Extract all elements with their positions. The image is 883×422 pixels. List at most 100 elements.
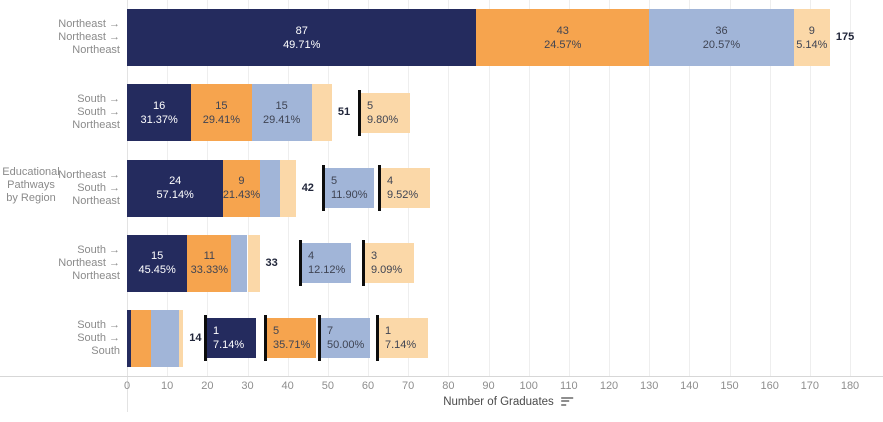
segment-percent: 29.41%: [202, 113, 241, 126]
callout-value: 5: [331, 175, 338, 187]
callout-value: 1: [213, 325, 220, 338]
segment-percent: 31.37%: [140, 113, 178, 126]
bar-segment-orange[interactable]: 15 29.41%: [191, 84, 252, 142]
gridline: [568, 0, 570, 376]
callout-value: 5: [367, 99, 374, 112]
x-axis-title-group: Number of Graduates: [443, 396, 573, 408]
callout-blue[interactable]: 7 50.00%: [321, 318, 370, 359]
x-tick-label: 30: [241, 380, 254, 392]
x-tick-label: 90: [482, 380, 495, 392]
bar-segment-orange[interactable]: 11 33.33%: [187, 234, 232, 292]
bar-segment-navy[interactable]: 87 49.71%: [127, 9, 477, 67]
row-label-line: South →: [77, 318, 120, 331]
gridline: [689, 0, 691, 376]
callout-tick-line: [376, 315, 379, 362]
x-tick-label: 170: [800, 380, 820, 392]
callout-percent: 12.12%: [308, 264, 346, 277]
gridline: [528, 0, 530, 376]
callout-tick-line: [358, 89, 361, 136]
callout-peach[interactable]: 1 7.14%: [379, 318, 428, 359]
callout-navy[interactable]: 1 7.14%: [207, 318, 256, 359]
x-tick-label: 60: [361, 380, 375, 392]
x-tick-label: 50: [321, 380, 334, 392]
segment-percent: 45.45%: [138, 264, 176, 277]
total-label: 42: [301, 181, 314, 194]
total-label: 175: [835, 31, 855, 44]
callout-blue[interactable]: 4 12.12%: [302, 243, 351, 284]
x-tick-label: 40: [281, 380, 294, 392]
x-axis-title[interactable]: Number of Graduates: [443, 396, 554, 408]
x-tick-label: 160: [760, 380, 779, 392]
segment-value: 87: [295, 24, 308, 37]
segment-label: 24 57.14%: [127, 160, 223, 217]
bar-segment-peach[interactable]: [279, 159, 296, 217]
segment-percent: 57.14%: [156, 189, 194, 201]
bar-segment-blue[interactable]: [151, 309, 180, 367]
sort-icon[interactable]: [560, 396, 573, 408]
row-label-line: South →: [77, 93, 120, 106]
bar-segment-blue[interactable]: 36 20.57%: [649, 9, 794, 67]
y-axis-title-line: Educational: [2, 166, 60, 178]
callout-orange[interactable]: 5 35.71%: [267, 318, 316, 359]
total-label: 33: [265, 256, 278, 269]
row-label: South → Northeast → Northeast: [0, 244, 120, 283]
callout-value: 3: [371, 250, 378, 263]
bar-segment-peach[interactable]: 9 5.14%: [793, 9, 830, 67]
bar-segment-navy[interactable]: [127, 309, 132, 367]
bar-segment-navy[interactable]: 16 31.37%: [127, 84, 192, 142]
callout-tick-line: [322, 165, 325, 211]
bar-segment-navy[interactable]: 24 57.14%: [127, 159, 224, 217]
segment-value: 9: [808, 24, 815, 37]
callout-percent: 9.80%: [367, 113, 399, 126]
bar-segment-blue[interactable]: [231, 234, 248, 292]
callout-tick-line: [264, 315, 267, 362]
x-tick-label: 120: [599, 380, 619, 392]
callout-peach[interactable]: 5 9.80%: [361, 92, 410, 133]
callout-percent: 35.71%: [273, 339, 311, 352]
segment-value: 15: [151, 250, 164, 263]
gridline: [769, 0, 771, 376]
row-label-line: South →: [77, 331, 120, 344]
segment-label: 15 29.41%: [252, 84, 312, 141]
bar-segment-peach[interactable]: [247, 234, 260, 292]
bar-segment-peach[interactable]: [311, 84, 332, 142]
callout-tick-line: [362, 240, 365, 287]
callout-blue[interactable]: 5 11.90%: [325, 168, 374, 208]
x-tick-label: 80: [442, 380, 455, 392]
callout-peach[interactable]: 4 9.52%: [381, 168, 430, 208]
segment-percent: 20.57%: [702, 38, 741, 51]
x-tick-label: 20: [201, 380, 214, 392]
row-label-line: South →: [77, 243, 120, 256]
row-label-line: Northeast: [72, 119, 120, 132]
y-axis-title-line: Pathways: [7, 179, 55, 191]
row-label: South → South → South: [0, 319, 120, 358]
segment-percent: 49.71%: [283, 38, 321, 51]
callout-peach[interactable]: 3 9.09%: [365, 243, 414, 284]
bar-segment-navy[interactable]: 15 45.45%: [127, 234, 188, 292]
bar-segment-orange[interactable]: 43 24.57%: [476, 9, 650, 67]
bar-segment-peach[interactable]: [179, 309, 184, 367]
segment-value: 11: [203, 250, 216, 263]
bar-segment-orange[interactable]: [131, 309, 152, 367]
segment-label: 9 5.14%: [794, 9, 830, 66]
segment-percent: 33.33%: [190, 264, 228, 277]
x-tick-label: 100: [519, 380, 538, 392]
segment-percent: 29.41%: [262, 113, 301, 126]
segment-label: 36 20.57%: [649, 9, 794, 66]
row-label-line: Northeast: [72, 269, 120, 282]
callout-percent: 7.14%: [213, 339, 245, 352]
total-label: 51: [337, 106, 351, 119]
y-axis-title: Educational Pathways by Region: [2, 166, 60, 205]
x-axis-line: [0, 376, 883, 377]
callout-value: 5: [273, 325, 280, 338]
gridline: [448, 0, 450, 376]
bar-segment-blue[interactable]: 15 29.41%: [251, 84, 312, 142]
bar-segment-blue[interactable]: [259, 159, 280, 217]
segment-label: 15 29.41%: [191, 84, 251, 141]
row-label: South → South → Northeast: [0, 93, 120, 132]
gridline: [649, 0, 651, 376]
row-label-line: Northeast: [72, 194, 120, 207]
bar-segment-orange[interactable]: 9 21.43%: [223, 159, 260, 217]
segment-label: 9 21.43%: [223, 160, 260, 217]
segment-percent: 24.57%: [544, 38, 582, 51]
